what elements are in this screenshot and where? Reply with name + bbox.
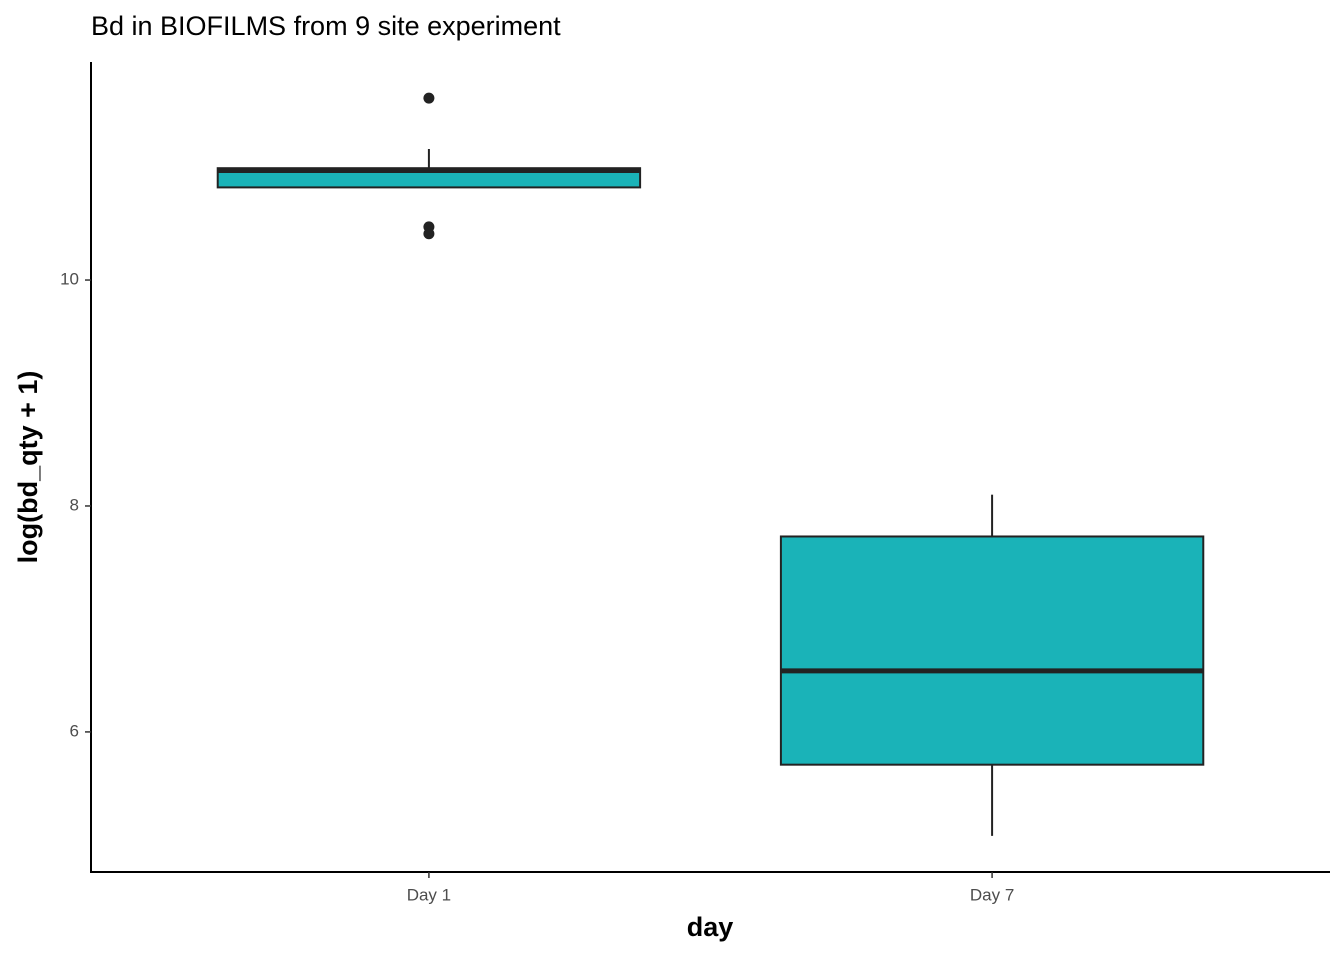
outlier bbox=[423, 228, 435, 240]
y-tick-label: 8 bbox=[70, 495, 79, 514]
x-tick-label: Day 7 bbox=[970, 885, 1014, 904]
y-axis-label: log(bd_qty + 1) bbox=[13, 371, 43, 564]
x-tick-label: Day 1 bbox=[407, 885, 451, 904]
outlier bbox=[423, 92, 435, 104]
y-tick-label: 10 bbox=[60, 270, 79, 289]
y-tick-label: 6 bbox=[70, 721, 79, 740]
chart-title: Bd in BIOFILMS from 9 site experiment bbox=[91, 11, 561, 41]
x-axis-label: day bbox=[687, 912, 734, 942]
box bbox=[779, 535, 1205, 766]
